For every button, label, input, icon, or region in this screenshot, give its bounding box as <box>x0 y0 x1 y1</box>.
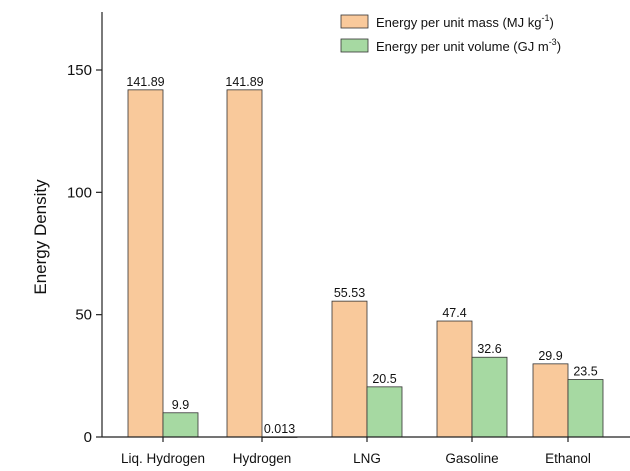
data-label-volume-2: 20.5 <box>372 372 396 386</box>
y-tick-label-1: 50 <box>75 307 92 324</box>
data-label-mass-1: 141.89 <box>225 75 263 89</box>
axes-layer <box>96 12 630 442</box>
bar-mass-4 <box>532 363 569 438</box>
bar-volume-3 <box>471 356 508 438</box>
data-label-mass-3: 47.4 <box>442 306 466 320</box>
bars-layer <box>127 89 604 438</box>
data-label-volume-0: 9.9 <box>172 398 189 412</box>
x-tick-label-0: Liq. Hydrogen <box>121 451 205 466</box>
bar-volume-4 <box>567 379 604 438</box>
legend-swatch-volume <box>340 38 369 53</box>
data-label-mass-4: 29.9 <box>538 349 562 363</box>
legend: Energy per unit mass (MJ kg-1) Energy per… <box>340 13 561 54</box>
data-label-volume-1: 0.013 <box>264 422 295 436</box>
y-tick-label-0: 0 <box>84 429 92 446</box>
x-tick-label-3: Gasoline <box>445 451 498 466</box>
labels-layer: 141.89 141.89 55.53 47.4 29.9 9.9 0.013 20.5 32.… <box>67 62 598 466</box>
legend-label-mass: Energy per unit mass (MJ kg-1) <box>376 13 554 30</box>
x-tick-label-2: LNG <box>353 451 381 466</box>
data-label-volume-4: 23.5 <box>573 365 597 379</box>
data-label-mass-0: 141.89 <box>126 75 164 89</box>
bar-mass-1 <box>226 89 263 438</box>
bar-mass-3 <box>436 320 473 438</box>
data-label-mass-2: 55.53 <box>334 286 365 300</box>
x-tick-label-1: Hydrogen <box>233 451 292 466</box>
legend-swatch-mass <box>340 14 369 29</box>
x-tick-label-4: Ethanol <box>545 451 591 466</box>
y-tick-label-2: 100 <box>67 184 92 201</box>
legend-label-volume: Energy per unit volume (GJ m-3) <box>376 37 561 54</box>
y-tick-label-3: 150 <box>67 62 92 79</box>
bar-volume-0 <box>162 412 199 438</box>
bar-mass-0 <box>127 89 164 438</box>
bar-volume-2 <box>366 386 403 438</box>
y-axis-label: Energy Density <box>31 179 50 295</box>
bar-mass-2 <box>331 300 368 438</box>
data-label-volume-3: 32.6 <box>477 342 501 356</box>
